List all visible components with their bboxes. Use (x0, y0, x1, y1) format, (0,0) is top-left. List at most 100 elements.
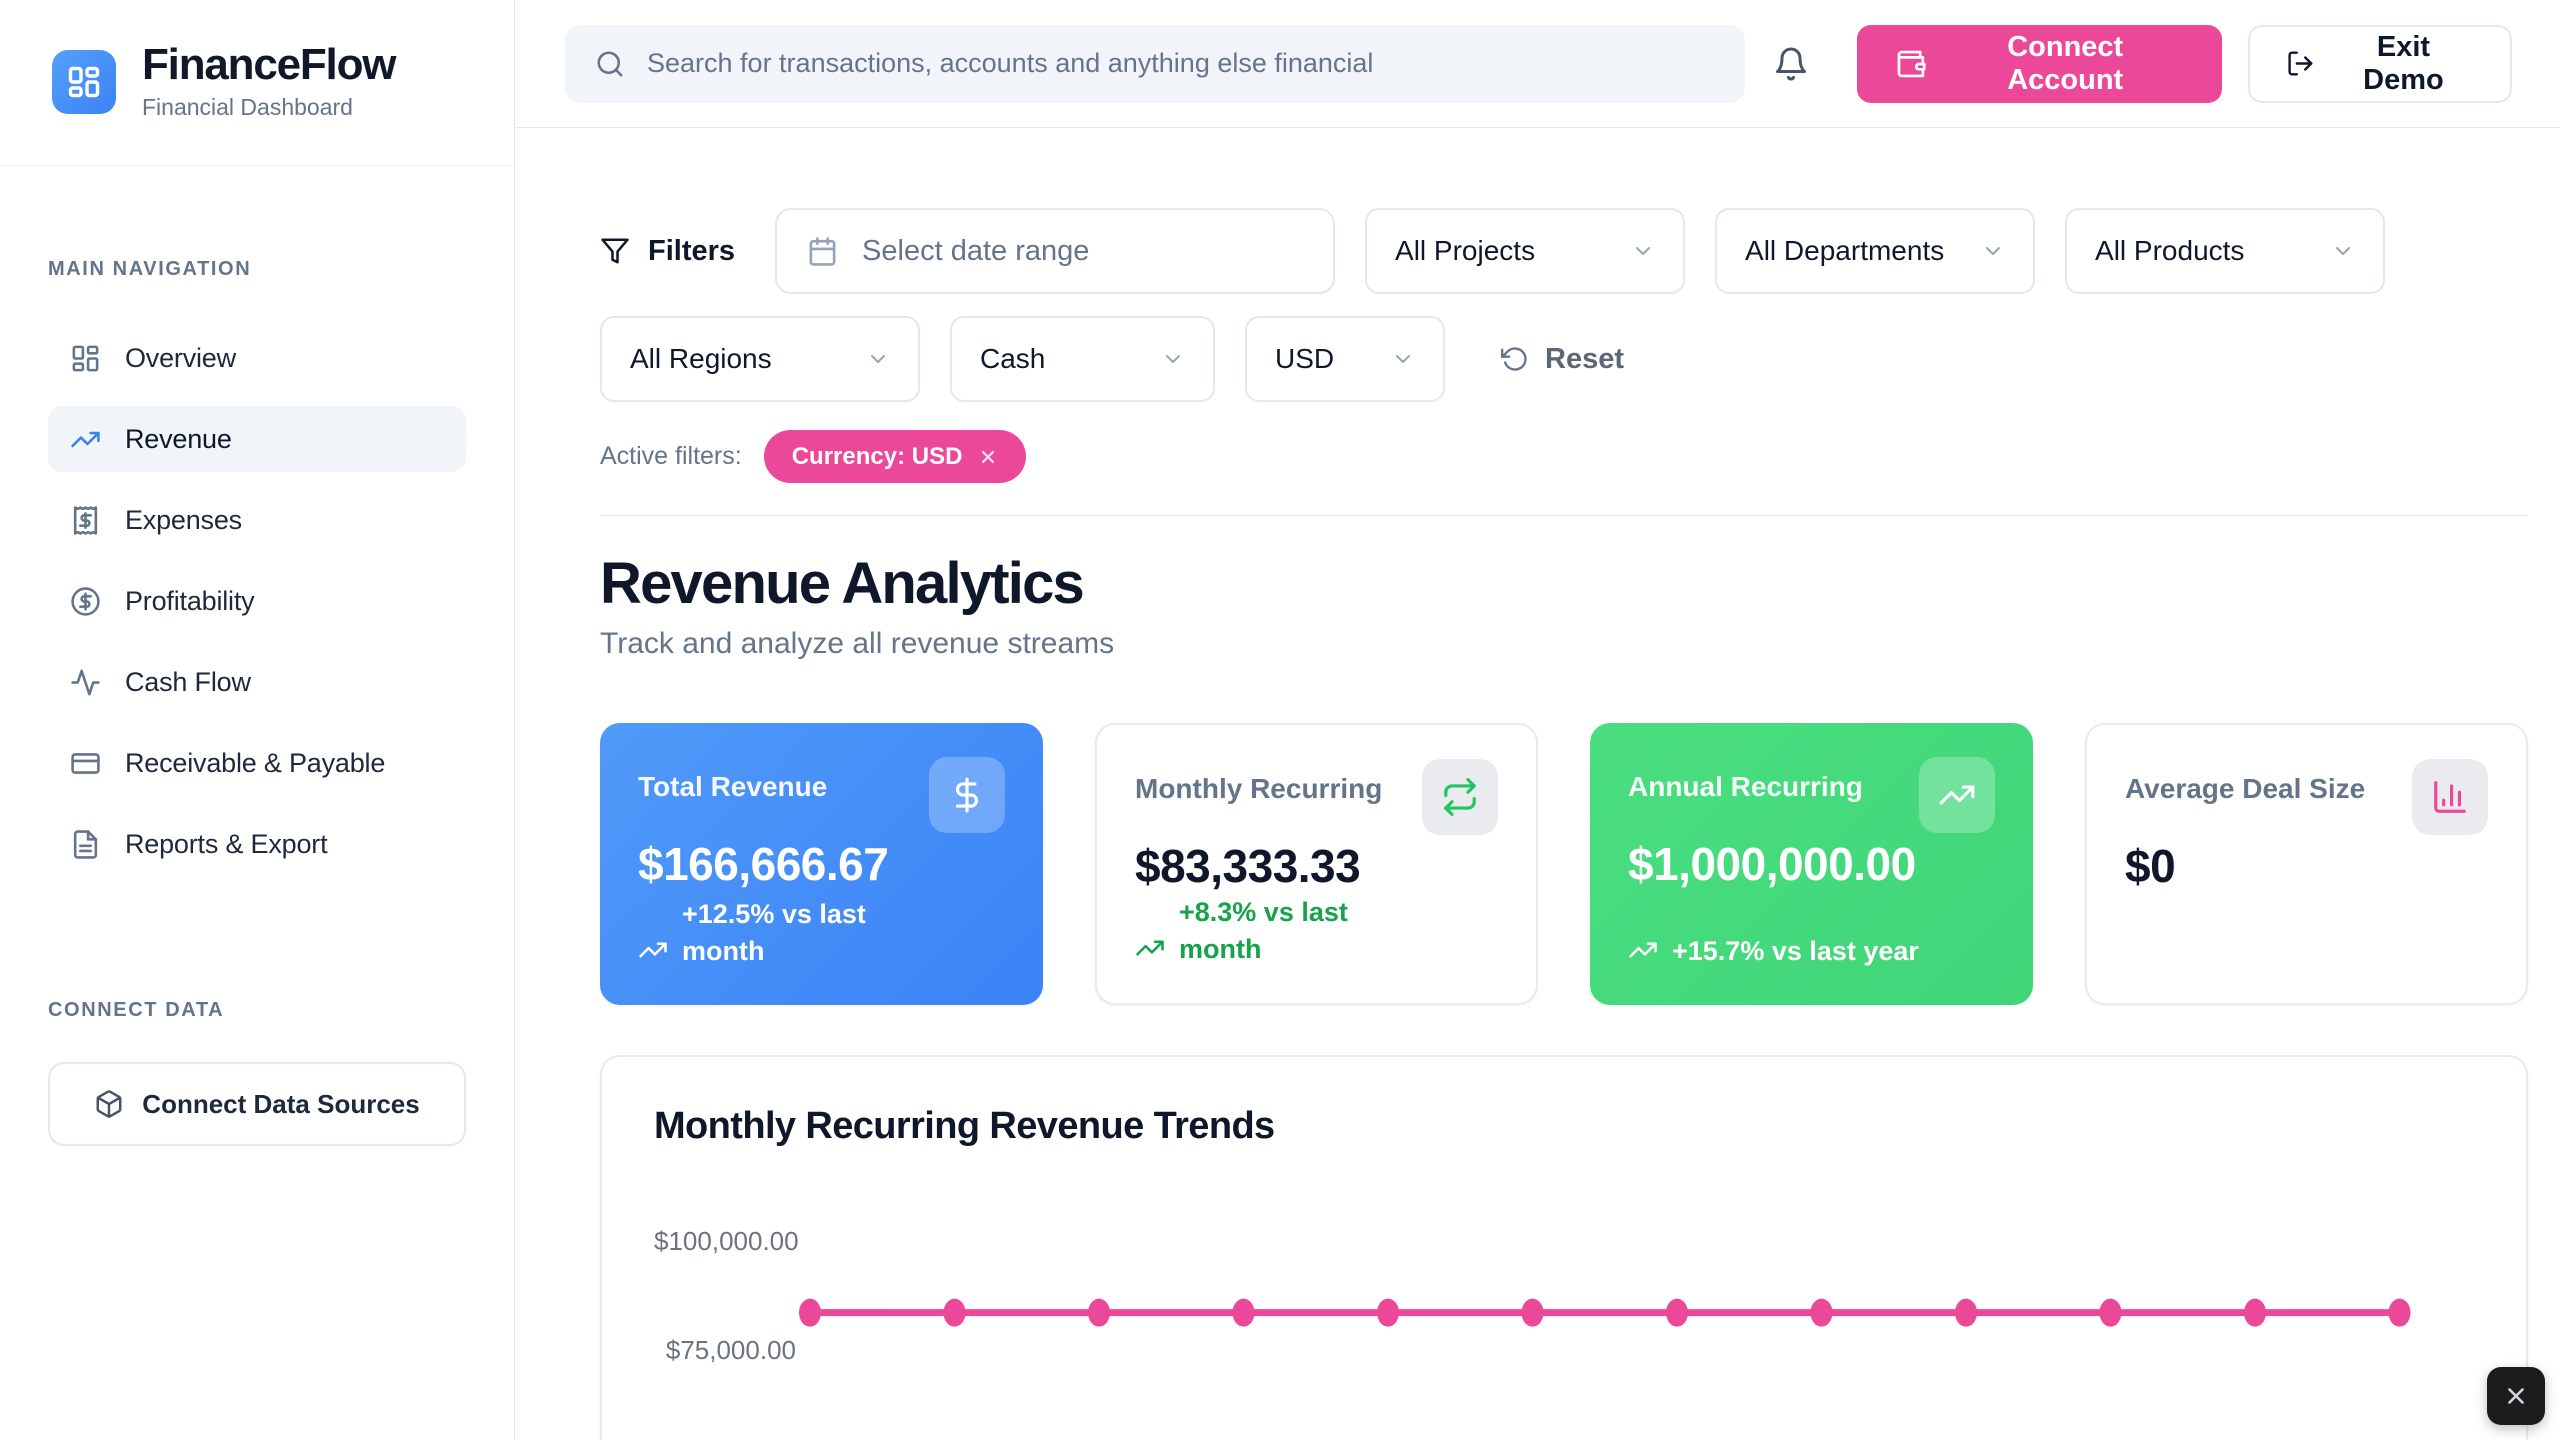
trending-up-icon (639, 942, 667, 958)
calendar-icon (809, 236, 836, 266)
layout-dashboard-icon (72, 345, 99, 372)
sidebar-item-label: Profitability (125, 585, 255, 616)
trending-up-icon (1939, 785, 1975, 805)
global-search[interactable] (565, 24, 1745, 103)
currency-dropdown[interactable]: USD (1245, 316, 1445, 402)
wallet-icon (1897, 50, 1926, 77)
close-icon (2508, 1388, 2524, 1404)
sidebar-item-profitability[interactable]: Profitability (48, 568, 466, 634)
reset-label: Reset (1545, 342, 1624, 375)
sidebar-item-cash-flow[interactable]: Cash Flow (48, 649, 466, 715)
sidebar-item-label: Overview (125, 342, 236, 373)
search-icon (597, 51, 623, 76)
y-axis-tick: $100,000.00 (654, 1226, 799, 1256)
sidebar-item-expenses[interactable]: Expenses (48, 487, 466, 553)
close-overlay-button[interactable] (2487, 1367, 2545, 1425)
close-icon[interactable] (978, 447, 998, 467)
date-range-input[interactable]: Select date range (775, 208, 1336, 294)
mrr-trends-chart-card: Monthly Recurring Revenue Trends $100,00… (600, 1055, 2528, 1440)
kpi-change-label: +12.5% vs last month (682, 899, 866, 966)
connect-account-button[interactable]: Connect Account (1856, 24, 2223, 103)
sidebar-item-label: Revenue (125, 423, 232, 454)
kpi-title: Annual Recurring (1628, 771, 1863, 802)
connect-data-section-label: CONNECT DATA (48, 999, 225, 1022)
projects-dropdown-value: All Projects (1395, 235, 1536, 266)
active-filter-chip-currency[interactable]: Currency: USD (763, 430, 1027, 483)
kpi-value: $1,000,000.00 (1628, 838, 1916, 890)
trending-up-icon (71, 431, 100, 447)
file-text-icon (73, 829, 98, 859)
projects-dropdown[interactable]: All Projects (1365, 208, 1686, 294)
sidebar-item-overview[interactable]: Overview (48, 325, 466, 391)
sidebar-item-revenue[interactable]: Revenue (48, 406, 466, 473)
connect-data-sources-label: Connect Data Sources (142, 1088, 420, 1119)
kpi-change-label: +15.7% vs last year (1672, 935, 1919, 966)
filters-label: Filters (648, 234, 736, 267)
sidebar-item-label: Cash Flow (125, 666, 251, 697)
departments-dropdown-value: All Departments (1745, 235, 1945, 266)
kpi-value: $83,333.33 (1135, 840, 1361, 892)
sidebar-item-label: Expenses (125, 504, 242, 535)
cube-icon (96, 1090, 122, 1118)
products-dropdown[interactable]: All Products (2065, 208, 2386, 294)
bar-chart-icon (2434, 781, 2466, 813)
sidebar-item-reports-export[interactable]: Reports & Export (48, 811, 466, 877)
date-range-placeholder: Select date range (862, 234, 1090, 267)
active-filters-label: Active filters: (600, 442, 742, 470)
app-logo (52, 49, 116, 114)
connect-data-sources-button[interactable]: Connect Data Sources (48, 1062, 466, 1147)
page-title: Revenue Analytics (600, 551, 1085, 616)
page-subtitle: Track and analyze all revenue streams (600, 627, 1115, 660)
logout-icon (2288, 51, 2313, 76)
activity-icon (71, 669, 100, 696)
app-tagline: Financial Dashboard (142, 94, 353, 121)
rotate-ccw-icon (1501, 347, 1527, 371)
chart-plot: $100,000.00 $75,000.00 $50,000.00 (654, 1172, 2474, 1440)
chevron-down-icon (1166, 355, 1180, 363)
sidebar-item-label: Receivable & Payable (125, 747, 386, 778)
layout-dashboard-icon (68, 66, 100, 97)
kpi-card-monthly-recurring: Monthly Recurring $83,333.33 +8.3% vs la… (1095, 723, 1538, 1005)
notifications-button[interactable] (1773, 46, 1809, 82)
kpi-change: +8.3% vs last month (1135, 894, 1415, 967)
sidebar: FinanceFlow Financial Dashboard MAIN NAV… (0, 0, 515, 1440)
topbar: Connect Account Exit Demo (515, 0, 2560, 128)
kpi-value: $0 (2125, 840, 2176, 892)
chevron-down-icon (1986, 247, 2001, 255)
chevron-down-icon (2336, 247, 2351, 255)
sidebar-item-receivable-payable[interactable]: Receivable & Payable (48, 730, 466, 796)
kpi-title: Average Deal Size (2125, 773, 2366, 804)
chevron-down-icon (1396, 355, 1410, 363)
receipt-icon (73, 505, 98, 535)
filter-funnel-icon (601, 238, 629, 264)
search-input[interactable] (647, 48, 1715, 79)
brand: FinanceFlow Financial Dashboard (0, 0, 514, 167)
exit-demo-button[interactable]: Exit Demo (2248, 24, 2512, 103)
exit-demo-label: Exit Demo (2363, 30, 2444, 96)
payment-method-dropdown[interactable]: Cash (950, 316, 1215, 402)
kpi-change: +12.5% vs last month (638, 896, 918, 969)
kpi-change: +15.7% vs last year (1628, 933, 1919, 969)
kpi-icon-box (1919, 757, 1995, 833)
main-content: Filters Select date range All Projects A… (515, 128, 2560, 1440)
kpi-card-annual-recurring: Annual Recurring $1,000,000.00 +15.7% vs… (1590, 723, 2033, 1005)
app-title: FinanceFlow (142, 40, 396, 89)
chevron-down-icon (871, 355, 885, 363)
reset-filters-button[interactable]: Reset (1501, 343, 1624, 376)
filters-bar: Filters Select date range All Projects A… (600, 128, 2528, 516)
nav-section-label: MAIN NAVIGATION (48, 258, 252, 281)
active-filter-chip-label: Currency: USD (791, 442, 963, 470)
chevron-down-icon (1636, 247, 1651, 255)
kpi-card-total-revenue: Total Revenue $166,666.67 +12.5% vs last… (600, 723, 1043, 1005)
regions-dropdown-value: All Regions (630, 343, 772, 374)
currency-dropdown-value: USD (1275, 343, 1335, 374)
repeat-icon (1444, 778, 1476, 816)
kpi-icon-box (1422, 759, 1498, 835)
dollar-icon (955, 777, 978, 813)
filters-label-group: Filters (600, 235, 735, 268)
kpi-icon-box (929, 757, 1005, 833)
regions-dropdown[interactable]: All Regions (600, 316, 920, 402)
departments-dropdown[interactable]: All Departments (1715, 208, 2036, 294)
kpi-card-average-deal-size: Average Deal Size $0 (2085, 723, 2528, 1005)
kpi-change-label: +8.3% vs last month (1179, 897, 1348, 964)
